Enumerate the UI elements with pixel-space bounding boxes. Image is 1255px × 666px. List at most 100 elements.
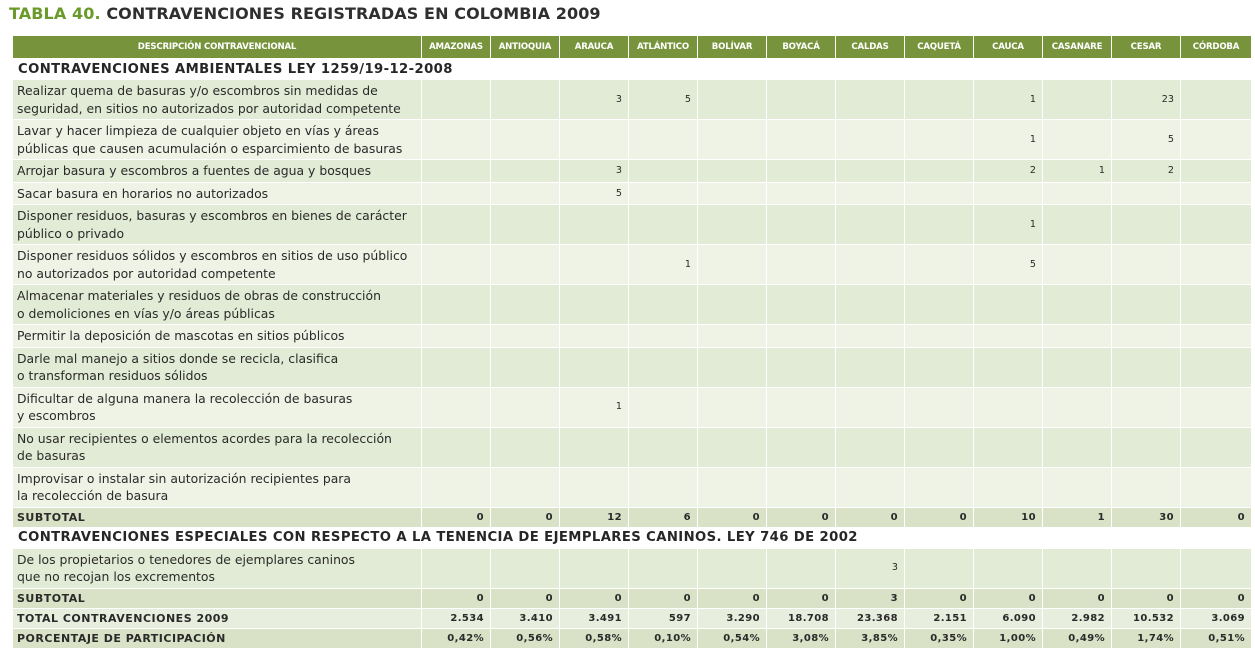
cell-value xyxy=(1111,386,1181,428)
row-label: Disponer residuos sólidos y escombros en… xyxy=(12,244,422,285)
column-header-description: DESCRIPCIÓN CONTRAVENCIONAL xyxy=(12,35,422,59)
cell-value xyxy=(766,244,836,285)
cell-value xyxy=(421,244,491,285)
cell-value xyxy=(1180,159,1252,183)
cell-value xyxy=(1111,346,1181,388)
cell-value xyxy=(766,324,836,348)
table-row: Sacar basura en horarios no autorizados 5 xyxy=(12,181,1252,205)
cell-value xyxy=(1180,244,1252,285)
cell-value xyxy=(973,466,1043,508)
cell-value: 0,51% xyxy=(1180,627,1252,649)
cell-value xyxy=(1180,119,1252,160)
row-label: De los propietarios o tenedores de ejemp… xyxy=(12,547,422,589)
cell-value xyxy=(766,386,836,428)
cell-value xyxy=(559,346,629,388)
cell-value: 1 xyxy=(628,244,698,285)
cell-value: 0,49% xyxy=(1042,627,1112,649)
cell-value: 0 xyxy=(1180,506,1252,528)
cell-value: 3.410 xyxy=(490,607,560,629)
table-row: Arrojar basura y escombros a fuentes de … xyxy=(12,159,1252,183)
cell-value: 0 xyxy=(421,587,491,609)
cell-value xyxy=(421,181,491,205)
cell-value xyxy=(766,426,836,468)
cell-value xyxy=(490,159,560,183)
cell-value: 1 xyxy=(559,386,629,428)
row-label: Dificultar de alguna manera la recolecci… xyxy=(12,386,422,428)
cell-value: 2.151 xyxy=(904,607,974,629)
cell-value xyxy=(421,79,491,120)
cell-value xyxy=(628,119,698,160)
column-header-department: CAQUETÁ xyxy=(904,35,974,59)
cell-value: 0,54% xyxy=(697,627,767,649)
cell-value: 23.368 xyxy=(835,607,905,629)
section-header: CONTRAVENCIONES AMBIENTALES LEY 1259/19-… xyxy=(12,58,1252,80)
cell-value xyxy=(1180,181,1252,205)
cell-value xyxy=(904,181,974,205)
table-row: Permitir la deposición de mascotas en si… xyxy=(12,324,1252,348)
cell-value xyxy=(628,284,698,325)
cell-value xyxy=(559,324,629,348)
cell-value xyxy=(904,324,974,348)
cell-value xyxy=(1042,466,1112,508)
cell-value xyxy=(1180,466,1252,508)
cell-value: 3 xyxy=(835,587,905,609)
cell-value: 0,10% xyxy=(628,627,698,649)
section-title: CONTRAVENCIONES AMBIENTALES LEY 1259/19-… xyxy=(12,58,1252,80)
row-label: Arrojar basura y escombros a fuentes de … xyxy=(12,159,422,183)
cell-value xyxy=(1180,79,1252,120)
cell-value: 0 xyxy=(490,506,560,528)
cell-value: 3.069 xyxy=(1180,607,1252,629)
cell-value xyxy=(835,284,905,325)
cell-value: 3.290 xyxy=(697,607,767,629)
cell-value xyxy=(559,466,629,508)
cell-value xyxy=(973,386,1043,428)
cell-value xyxy=(697,426,767,468)
cell-value xyxy=(559,426,629,468)
cell-value xyxy=(835,204,905,245)
cell-value: 1 xyxy=(1042,506,1112,528)
cell-value xyxy=(697,386,767,428)
cell-value: 3.491 xyxy=(559,607,629,629)
cell-value xyxy=(973,547,1043,589)
cell-value xyxy=(904,386,974,428)
cell-value: 2 xyxy=(1111,159,1181,183)
cell-value xyxy=(1180,547,1252,589)
table-caption: CONTRAVENCIONES REGISTRADAS EN COLOMBIA … xyxy=(106,4,601,23)
section-title: CONTRAVENCIONES ESPECIALES CON RESPECTO … xyxy=(12,526,1252,549)
row-label: Realizar quema de basuras y/o escombros … xyxy=(12,79,422,120)
cell-value xyxy=(904,426,974,468)
cell-value: 0,42% xyxy=(421,627,491,649)
cell-value: 1 xyxy=(973,79,1043,120)
cell-value xyxy=(835,119,905,160)
cell-value: 0 xyxy=(697,506,767,528)
cell-value xyxy=(421,159,491,183)
cell-value xyxy=(835,426,905,468)
cell-value xyxy=(835,181,905,205)
cell-value xyxy=(697,284,767,325)
cell-value xyxy=(1180,204,1252,245)
cell-value: 2.982 xyxy=(1042,607,1112,629)
cell-value xyxy=(1042,346,1112,388)
cell-value xyxy=(490,547,560,589)
cell-value: 0 xyxy=(421,506,491,528)
cell-value: 1,74% xyxy=(1111,627,1181,649)
table-title: TABLA 40. CONTRAVENCIONES REGISTRADAS EN… xyxy=(9,4,601,23)
cell-value xyxy=(1111,426,1181,468)
table-row: De los propietarios o tenedores de ejemp… xyxy=(12,547,1252,589)
row-label: SUBTOTAL xyxy=(12,506,422,528)
cell-value: 12 xyxy=(559,506,629,528)
cell-value xyxy=(1111,284,1181,325)
cell-value xyxy=(421,346,491,388)
cell-value xyxy=(1042,204,1112,245)
table-row: Lavar y hacer limpieza de cualquier obje… xyxy=(12,119,1252,160)
cell-value xyxy=(697,204,767,245)
row-label: Disponer residuos, basuras y escombros e… xyxy=(12,204,422,245)
cell-value: 3 xyxy=(835,547,905,589)
cell-value xyxy=(1042,244,1112,285)
cell-value xyxy=(973,324,1043,348)
table-number: TABLA 40. xyxy=(9,4,101,23)
cell-value xyxy=(904,547,974,589)
contravenciones-table: DESCRIPCIÓN CONTRAVENCIONAL AMAZONAS ANTI… xyxy=(12,35,1252,649)
row-label: Lavar y hacer limpieza de cualquier obje… xyxy=(12,119,422,160)
cell-value xyxy=(628,159,698,183)
